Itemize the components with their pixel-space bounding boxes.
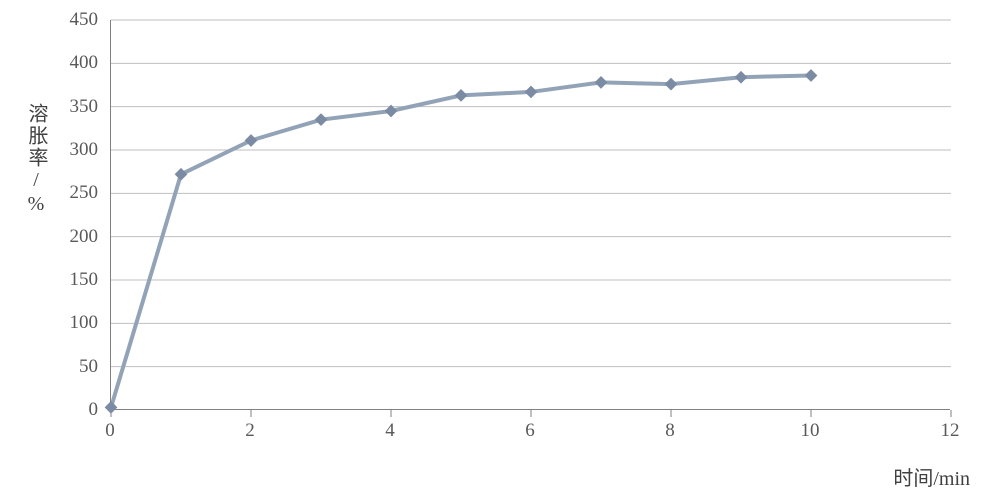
data-marker [105,401,118,414]
x-tick-label: 6 [525,420,535,442]
x-tick-label: 8 [665,420,675,442]
data-marker [595,76,608,89]
x-tick-label: 10 [801,420,820,442]
x-tick-label: 12 [941,420,960,442]
data-marker [315,113,328,126]
data-marker [175,168,188,181]
x-tick-label: 2 [245,420,255,442]
data-marker [735,71,748,84]
chart-svg [111,20,951,420]
y-tick-label: 100 [0,312,98,334]
y-tick-label: 250 [0,182,98,204]
y-tick-label: 300 [0,139,98,161]
y-tick-label: 150 [0,269,98,291]
data-marker [245,134,258,147]
x-tick-label: 4 [385,420,395,442]
y-tick-label: 450 [0,9,98,31]
y-tick-label: 50 [0,356,98,378]
data-marker [455,89,468,102]
x-axis-title: 时间/min [893,462,970,491]
y-tick-label: 400 [0,52,98,74]
data-marker [525,86,538,99]
data-marker [665,78,678,91]
data-marker [805,69,818,82]
plot-area [110,20,950,410]
y-tick-label: 200 [0,226,98,248]
y-tick-label: 350 [0,96,98,118]
series-line [111,75,811,407]
chart-container: 溶胀率/% 时间/min 050100150200250300350400450… [0,0,1000,503]
y-tick-label: 0 [0,399,98,421]
x-tick-label: 0 [105,420,115,442]
